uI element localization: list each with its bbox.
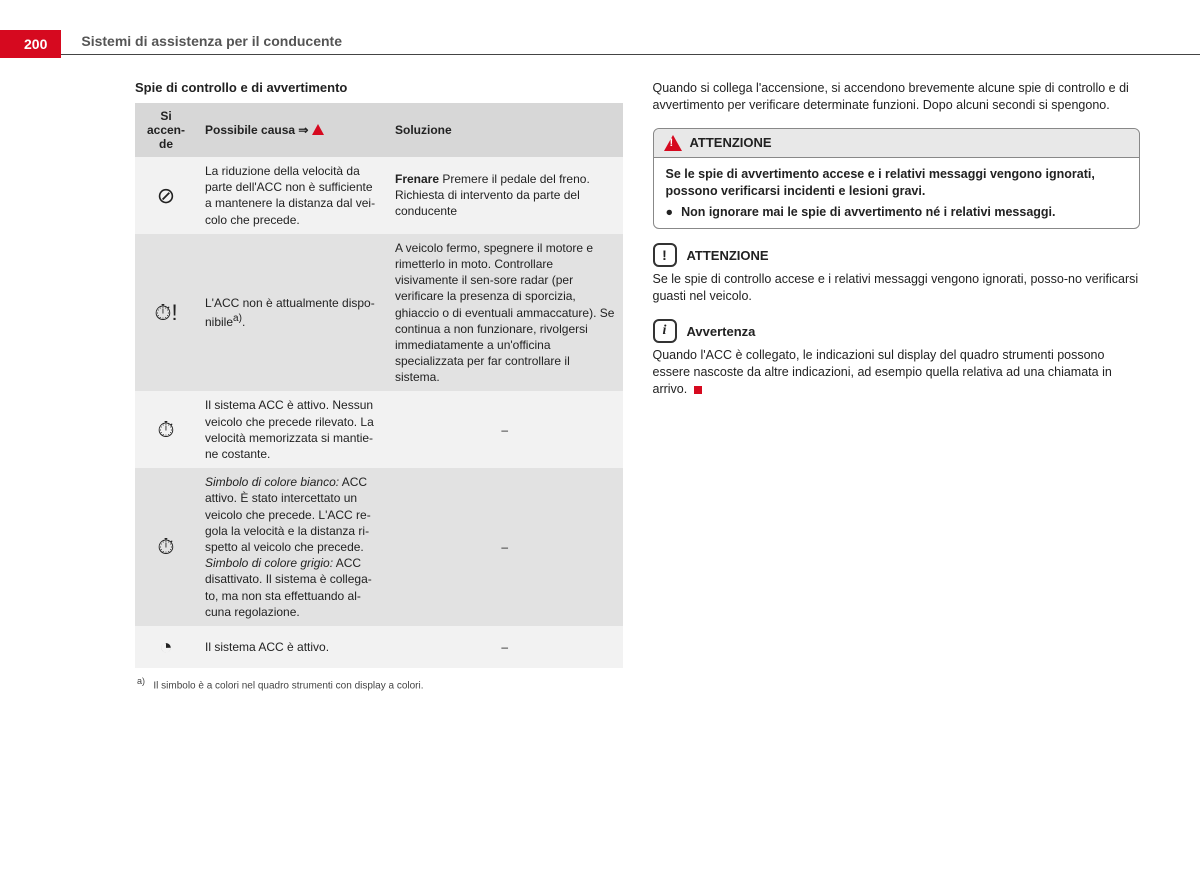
table-row: ◔ Il sistema ACC è attivo. –: [135, 626, 623, 668]
th-icon: Si accen-de: [135, 103, 197, 157]
left-column: Spie di controllo e di avvertimento Si a…: [135, 80, 623, 691]
warning-box-title: ATTENZIONE: [690, 135, 772, 150]
row-icon: ◔: [135, 626, 197, 668]
warning-text: Se le spie di avvertimento accese e i re…: [666, 167, 1095, 198]
info-note-row: i Avvertenza: [653, 319, 1141, 343]
footnote-text: Il simbolo è a colori nel quadro strumen…: [153, 680, 423, 691]
row-icon: ⏱: [135, 468, 197, 626]
warning-box-body: Se le spie di avvertimento accese e i re…: [654, 158, 1140, 229]
row-cause: L'ACC non è attualmente dispo-nibilea).: [197, 234, 387, 392]
end-of-section-icon: [694, 386, 702, 394]
right-column: Quando si collega l'accensione, si accen…: [653, 80, 1141, 691]
th-cause: Possibile causa ⇒: [197, 103, 387, 157]
attention2-body: Se le spie di controllo accese e i relat…: [653, 271, 1141, 305]
info-note-text: Quando l'ACC è collegato, le indicazioni…: [653, 348, 1112, 396]
attention2-title: ATTENZIONE: [687, 248, 769, 263]
attention2-row: ! ATTENZIONE: [653, 243, 1141, 267]
page-body: Spie di controllo e di avvertimento Si a…: [0, 80, 1200, 691]
table-title: Spie di controllo e di avvertimento: [135, 80, 623, 95]
exclamation-circle-icon: !: [653, 243, 677, 267]
warning-triangle-icon: [664, 135, 682, 151]
info-note-body: Quando l'ACC è collegato, le indicazioni…: [653, 347, 1141, 398]
intro-paragraph: Quando si collega l'accensione, si accen…: [653, 80, 1141, 114]
th-solution: Soluzione: [387, 103, 623, 157]
row-cause: Il sistema ACC è attivo.: [197, 626, 387, 668]
footnote-marker: a): [137, 676, 145, 686]
row-icon: ⊘: [135, 157, 197, 234]
row-solution: A veicolo fermo, spegnere il motore e ri…: [387, 234, 623, 392]
row-solution: Frenare Premere il pedale del freno. Ric…: [387, 157, 623, 234]
table-row: ⏱ Simbolo di colore bianco: ACC attivo. …: [135, 468, 623, 626]
row-cause: Simbolo di colore bianco: ACC attivo. È …: [197, 468, 387, 626]
warning-box-header: ATTENZIONE: [654, 129, 1140, 158]
warning-lights-table: Si accen-de Possibile causa ⇒ Soluzione …: [135, 103, 623, 668]
row-solution: –: [387, 468, 623, 626]
table-row: ⊘ La riduzione della velocità da parte d…: [135, 157, 623, 234]
header-bar: 200 Sistemi di assistenza per il conduce…: [0, 30, 1200, 58]
row-cause: Il sistema ACC è attivo. Nessun veicolo …: [197, 391, 387, 468]
info-icon: i: [653, 319, 677, 343]
chapter-title: Sistemi di assistenza per il conducente: [61, 33, 1200, 55]
row-solution: –: [387, 626, 623, 668]
th-cause-label: Possibile causa ⇒: [205, 123, 308, 137]
row-icon: ⏱!: [135, 234, 197, 392]
footnote: a) Il simbolo è a colori nel quadro stru…: [135, 676, 623, 691]
warning-box: ATTENZIONE Se le spie di avvertimento ac…: [653, 128, 1141, 230]
info-note-title: Avvertenza: [687, 324, 756, 339]
table-row: ⏱! L'ACC non è attualmente dispo-nibilea…: [135, 234, 623, 392]
warning-bullet: ● Non ignorare mai le spie di avvertimen…: [666, 204, 1128, 221]
row-cause: La riduzione della velocità da parte del…: [197, 157, 387, 234]
warning-bullet-text: Non ignorare mai le spie di avvertimento…: [681, 205, 1055, 219]
page-number-badge: 200: [0, 30, 61, 58]
warning-triangle-icon: [312, 124, 324, 135]
table-row: ⏱ Il sistema ACC è attivo. Nessun veicol…: [135, 391, 623, 468]
row-icon: ⏱: [135, 391, 197, 468]
row-solution: –: [387, 391, 623, 468]
